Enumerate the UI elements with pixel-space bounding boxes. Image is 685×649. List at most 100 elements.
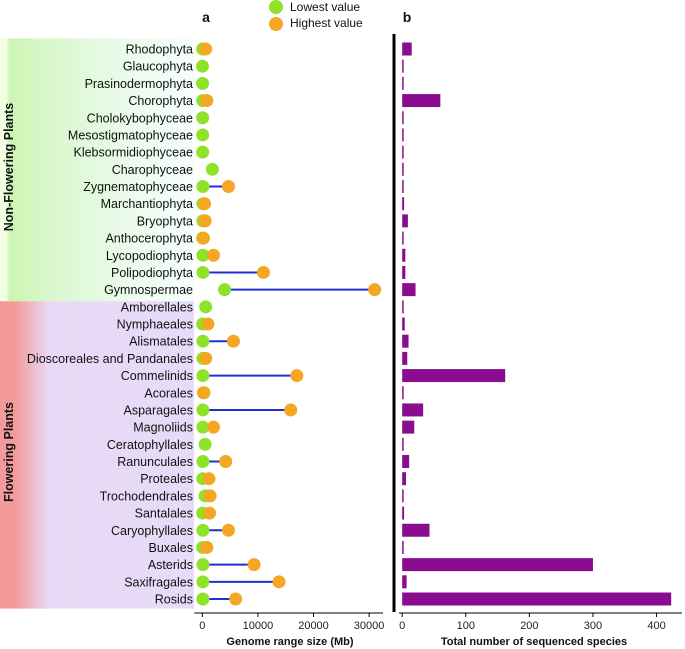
highest-point xyxy=(256,265,270,279)
species-bar xyxy=(402,386,404,400)
legend-highest-marker xyxy=(269,17,283,31)
category-label: Bryophyta xyxy=(137,214,193,228)
species-bar xyxy=(402,180,404,193)
highest-point xyxy=(206,420,220,434)
highest-point xyxy=(203,506,217,520)
lowest-point xyxy=(196,558,210,572)
species-bar xyxy=(402,59,404,73)
group-bands xyxy=(0,38,194,609)
panel-b-tick-label: 400 xyxy=(647,620,665,632)
species-bar xyxy=(402,472,406,486)
highest-point xyxy=(198,197,212,211)
category-label: Prasinodermophyta xyxy=(85,77,193,91)
legend-lowest-marker xyxy=(269,0,283,14)
species-bar xyxy=(402,489,404,503)
lowest-point xyxy=(196,334,210,348)
lowest-point xyxy=(196,403,210,417)
category-label: Rhodophyta xyxy=(126,43,193,57)
highest-point xyxy=(226,334,240,348)
highest-point xyxy=(221,523,235,537)
highest-point xyxy=(284,403,298,417)
lowest-point xyxy=(196,59,210,73)
species-bar xyxy=(402,455,410,468)
lowest-point xyxy=(198,437,212,451)
panel-b-bars: 0 100 200 300 400 xyxy=(399,42,682,632)
category-label: Rosids xyxy=(155,593,193,607)
highest-point xyxy=(199,42,213,56)
panel-b-letter: b xyxy=(403,9,412,25)
species-bar xyxy=(402,197,405,211)
species-bar xyxy=(402,76,404,90)
highest-point xyxy=(200,94,214,108)
lowest-point xyxy=(196,420,210,434)
species-bar xyxy=(402,283,416,297)
lowest-point xyxy=(196,111,210,125)
lowest-point xyxy=(196,369,210,383)
panel-b-tick-label: 200 xyxy=(520,620,538,632)
category-label: Amborellales xyxy=(121,300,193,314)
category-label: Cholokybophyceae xyxy=(87,111,193,125)
category-label: Klebsormidiophyceae xyxy=(73,146,193,160)
category-label: Polipodiophyta xyxy=(111,266,193,280)
species-bar xyxy=(402,145,404,159)
category-label: Ceratophyllales xyxy=(107,438,193,452)
panel-a-dumbbell: 0 10000 20000 30000 xyxy=(194,42,385,632)
legend-highest-label: Highest value xyxy=(290,16,363,30)
lowest-point xyxy=(196,76,210,90)
category-labels: Rhodophyta Glaucophyta Prasinodermophyta Ch… xyxy=(27,43,193,607)
panel-b-tick-label: 100 xyxy=(457,620,475,632)
species-bar xyxy=(402,94,441,108)
lowest-point xyxy=(196,592,210,606)
highest-point xyxy=(201,317,215,331)
species-bar xyxy=(402,162,404,176)
category-label: Ranunculales xyxy=(117,455,193,469)
species-bar xyxy=(402,317,405,331)
highest-point xyxy=(229,592,243,606)
category-label: Chorophyta xyxy=(128,94,193,108)
species-bar xyxy=(402,351,408,365)
lowest-point xyxy=(196,265,210,279)
panel-a-tick-label: 30000 xyxy=(354,620,385,632)
category-label: Gymnospermae xyxy=(104,283,193,297)
panel-b-tick-label: 0 xyxy=(399,620,405,632)
group-label-non-flowering: Non-Flowering Plants xyxy=(2,103,16,232)
category-label: Santalales xyxy=(135,507,193,521)
panel-a-tick-label: 20000 xyxy=(298,620,329,632)
highest-point xyxy=(200,540,214,554)
category-label: Trochodendrales xyxy=(100,489,193,503)
lowest-point xyxy=(196,523,210,537)
species-bar xyxy=(402,111,404,125)
species-bar xyxy=(402,575,407,589)
species-bar xyxy=(402,214,408,228)
panel-b-xlabel: Total number of sequenced species xyxy=(441,636,627,648)
category-label: Acorales xyxy=(144,386,193,400)
panel-a-xlabel: Genome range size (Mb) xyxy=(226,636,353,648)
category-label: Commelinids xyxy=(121,369,193,383)
legend: Lowest value Highest value xyxy=(269,0,363,31)
category-label: Asterids xyxy=(148,558,193,572)
species-bar xyxy=(402,558,593,572)
group-label-flowering: Flowering Plants xyxy=(2,402,16,502)
species-bar xyxy=(402,523,430,537)
category-label: Mesostigmatophyceae xyxy=(68,128,193,142)
band-non-flowering xyxy=(0,38,194,302)
category-label: Asparagales xyxy=(124,403,194,417)
lowest-point xyxy=(196,128,210,142)
species-bar xyxy=(402,420,415,434)
species-bar xyxy=(402,128,404,142)
highest-point xyxy=(199,351,213,365)
highest-point xyxy=(202,472,216,486)
category-label: Marchantiophyta xyxy=(101,197,193,211)
lowest-point xyxy=(196,575,210,589)
species-bar xyxy=(402,403,424,417)
species-bar xyxy=(402,42,412,56)
highest-point xyxy=(196,386,210,400)
highest-point xyxy=(368,283,382,297)
category-label: Charophyceae xyxy=(112,163,193,177)
highest-point xyxy=(272,575,286,589)
category-label: Dioscoreales and Pandanales xyxy=(27,352,193,366)
panel-a-tick-label: 0 xyxy=(199,620,205,632)
species-bar xyxy=(402,248,406,262)
species-bar xyxy=(402,334,409,348)
